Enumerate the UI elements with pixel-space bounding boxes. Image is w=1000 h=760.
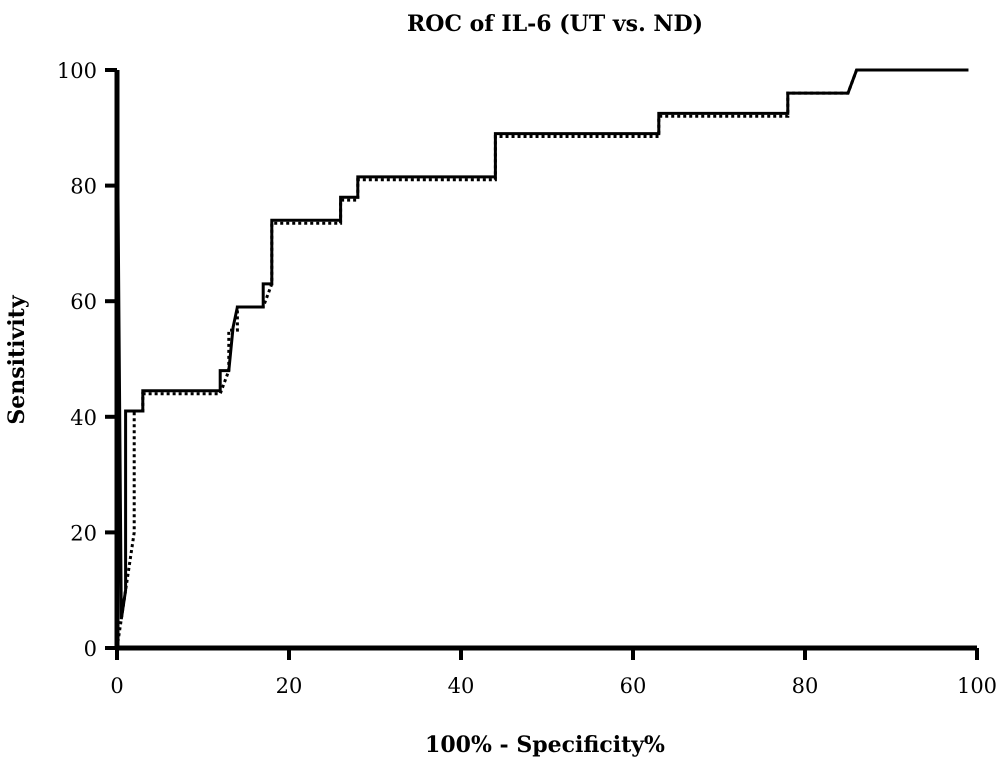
y-tick-label: 100: [57, 59, 97, 83]
x-tick-label: 60: [620, 674, 647, 698]
y-tick-label: 80: [70, 175, 97, 199]
roc-curve-solid: [115, 68, 969, 648]
chart-title: ROC of IL-6 (UT vs. ND): [407, 11, 703, 37]
y-tick-label: 60: [70, 290, 97, 314]
y-tick-label: 0: [84, 637, 97, 661]
x-tick-label: 80: [792, 674, 819, 698]
y-axis-label: Sensitivity: [4, 294, 30, 424]
y-tick-label: 20: [70, 521, 97, 545]
roc-curve-dashed: [115, 68, 969, 649]
x-tick-label: 0: [110, 674, 123, 698]
plot-area: 0 20 40 60 80 100 0 20 40 60 80 100: [57, 59, 997, 698]
x-tick-label: 40: [448, 674, 475, 698]
x-axis-label: 100% - Specificity%: [425, 732, 665, 758]
x-tick-label: 100: [957, 674, 997, 698]
x-tick-label: 20: [276, 674, 303, 698]
y-tick-label: 40: [70, 406, 97, 430]
